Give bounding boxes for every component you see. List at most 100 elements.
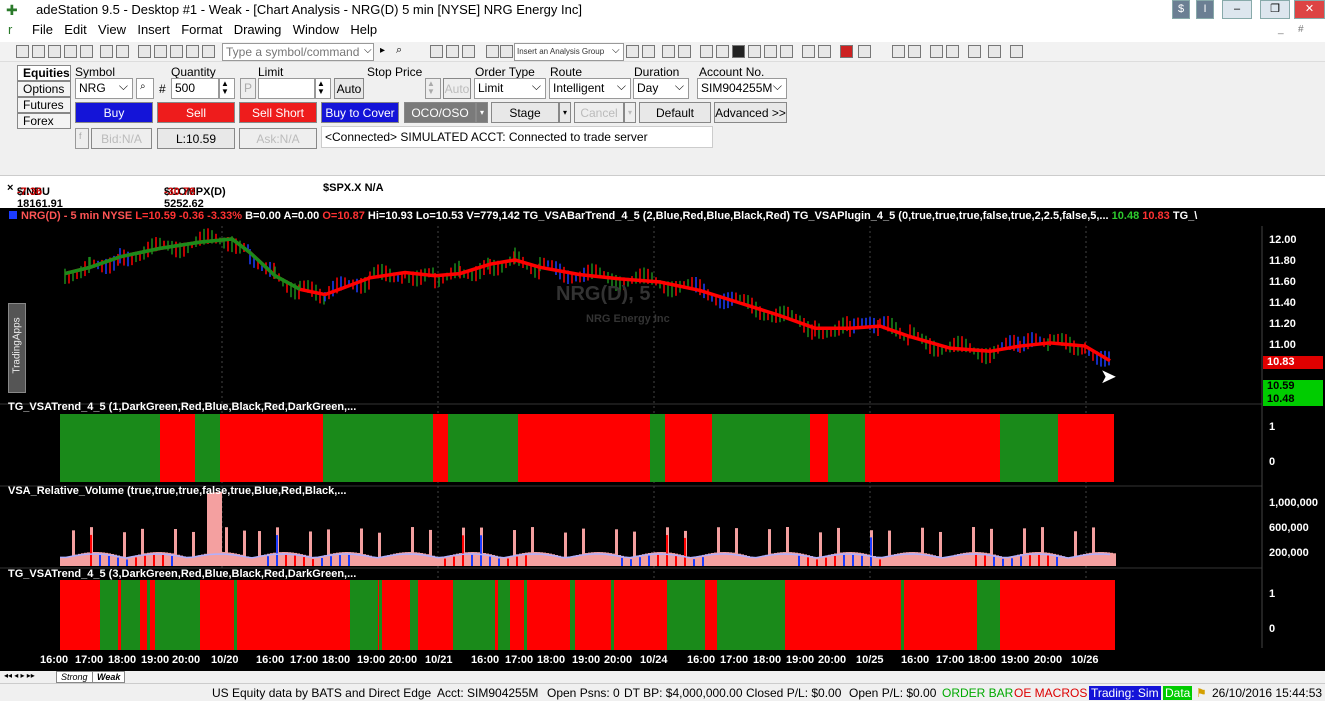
stop-stepper[interactable]: ▲ ▼	[425, 78, 441, 99]
status-oe-macros[interactable]: OE MACROS	[1014, 686, 1088, 700]
window-tile2-icon[interactable]	[446, 45, 459, 58]
info-icon[interactable]: I	[1196, 0, 1214, 19]
stage-button[interactable]: Stage	[491, 102, 559, 123]
account-select[interactable]: SIM904255M	[697, 78, 787, 99]
candle-icon[interactable]	[732, 45, 745, 58]
cancel-dropdown-icon[interactable]: ▾	[624, 102, 636, 123]
oco-oso-button[interactable]: OCO/OSO	[404, 102, 476, 123]
advanced-button[interactable]: Advanced >>	[714, 102, 787, 123]
mdi-minimize-icon[interactable]: _	[1278, 24, 1284, 35]
limit-price-field[interactable]	[258, 78, 315, 99]
tools-icon[interactable]	[968, 45, 981, 58]
tab-forex[interactable]: Forex	[17, 113, 71, 129]
cancel-button[interactable]: Cancel	[574, 102, 624, 123]
color-bar-icon[interactable]	[840, 45, 853, 58]
pointer-icon[interactable]	[930, 45, 943, 58]
save-icon[interactable]	[64, 45, 77, 58]
order-type-select[interactable]: Limit	[474, 78, 546, 99]
sell-short-button[interactable]: Sell Short	[239, 102, 317, 123]
menu-edit[interactable]: Edit	[64, 22, 87, 37]
sheet-tab-strong[interactable]: Strong	[56, 671, 93, 683]
symbol-lookup-icon[interactable]: ⌕	[136, 78, 154, 99]
limit-stepper[interactable]: ▲ ▼	[315, 78, 331, 99]
save-all-icon[interactable]	[80, 45, 93, 58]
order-icon[interactable]	[988, 45, 1001, 58]
limit-auto-button[interactable]: Auto	[334, 78, 364, 99]
sell-button[interactable]: Sell	[157, 102, 235, 123]
new-icon[interactable]	[16, 45, 29, 58]
menu-file[interactable]: File	[32, 22, 53, 37]
open-icon[interactable]	[32, 45, 45, 58]
default-button[interactable]: Default	[639, 102, 711, 123]
bars-icon[interactable]	[716, 45, 729, 58]
matrix-icon[interactable]	[662, 45, 675, 58]
tradingapps-tab[interactable]: TradingApps	[8, 303, 26, 393]
volume-icon[interactable]	[780, 45, 793, 58]
tab-equities[interactable]: Equities	[17, 65, 71, 81]
chart-canvas[interactable]	[0, 208, 1325, 671]
dollar-icon[interactable]: $	[1172, 0, 1190, 19]
zoom-in-x-icon[interactable]	[802, 45, 815, 58]
layout-icon[interactable]	[154, 45, 167, 58]
last-price-button[interactable]: L:10.59	[157, 128, 235, 149]
zoom-out-x-icon[interactable]	[818, 45, 831, 58]
buy-to-cover-button[interactable]: Buy to Cover	[321, 102, 399, 123]
status-data-indicator[interactable]: Data	[1163, 686, 1193, 700]
menu-insert[interactable]: Insert	[137, 22, 170, 37]
drawing-icon[interactable]	[946, 45, 959, 58]
folder-icon[interactable]	[48, 45, 61, 58]
tab-futures[interactable]: Futures	[17, 97, 71, 113]
portfolio-icon[interactable]	[700, 45, 713, 58]
flag-icon[interactable]: f	[75, 128, 89, 149]
radar-icon[interactable]	[642, 45, 655, 58]
sheet-tab-weak[interactable]: Weak	[92, 671, 126, 683]
chart-icon[interactable]	[626, 45, 639, 58]
analysis-dropdown-icon[interactable]: ⌵	[612, 45, 620, 56]
maximize-button[interactable]: ❐	[1260, 0, 1290, 19]
workspace-icon[interactable]	[138, 45, 151, 58]
window-tile3-icon[interactable]	[462, 45, 475, 58]
symbol-command-input[interactable]: Type a symbol/command	[222, 43, 374, 61]
quantity-stepper[interactable]: ▲ ▼	[219, 78, 235, 99]
symbol-dropdown-icon[interactable]: ⌵	[364, 45, 372, 56]
sheet-nav-icon[interactable]: ◂◂ ◂ ▸ ▸▸	[4, 671, 35, 680]
menu-view[interactable]: View	[98, 22, 126, 37]
zoom-in-icon[interactable]	[892, 45, 905, 58]
lookup-icon[interactable]: ⌕	[396, 44, 403, 56]
menu-window[interactable]: Window	[292, 22, 339, 37]
stop-auto-button[interactable]: Auto	[443, 78, 471, 99]
duration-select[interactable]: Day	[633, 78, 689, 99]
bid-button[interactable]: Bid:N/A	[91, 128, 152, 149]
bar-chart-icon[interactable]	[748, 45, 761, 58]
chart-analysis-window[interactable]: NRG(D) - 5 min NYSE L=10.59 -0.36 -3.33%…	[0, 208, 1325, 671]
status-trading-sim[interactable]: Trading: Sim	[1089, 686, 1161, 700]
lock-icon[interactable]	[170, 45, 183, 58]
menu-format[interactable]: Format	[181, 22, 223, 37]
ask-button[interactable]: Ask:N/A	[239, 128, 317, 149]
mdi-restore-icon[interactable]: #	[1298, 24, 1304, 35]
scanner-icon[interactable]	[678, 45, 691, 58]
app-menu-icon[interactable]: r	[8, 22, 13, 37]
analysis-group-input[interactable]: Insert an Analysis Group	[514, 43, 624, 61]
print-icon[interactable]	[100, 45, 113, 58]
minimize-button[interactable]: –	[1222, 0, 1252, 19]
route-select[interactable]: Intelligent	[549, 78, 631, 99]
go-arrow-icon[interactable]: ▸	[380, 45, 386, 56]
print-preview-icon[interactable]	[116, 45, 129, 58]
status-order-bar[interactable]: ORDER BAR	[942, 686, 1014, 700]
limit-p-icon[interactable]: P	[240, 78, 256, 99]
strategy-icon[interactable]	[500, 45, 513, 58]
close-button[interactable]: ✕	[1294, 0, 1325, 19]
zoom-out-icon[interactable]	[908, 45, 921, 58]
options-icon[interactable]	[1010, 45, 1023, 58]
buy-button[interactable]: Buy	[75, 102, 153, 123]
oco-dropdown-icon[interactable]: ▾	[476, 102, 488, 123]
menu-drawing[interactable]: Drawing	[233, 22, 282, 37]
symbol-select[interactable]: NRG	[75, 78, 133, 99]
ticker-close-icon[interactable]: ×	[7, 182, 14, 194]
link-icon[interactable]	[186, 45, 199, 58]
window-tile-icon[interactable]	[430, 45, 443, 58]
stage-dropdown-icon[interactable]: ▾	[559, 102, 571, 123]
line-chart-icon[interactable]	[764, 45, 777, 58]
color-icon[interactable]	[202, 45, 215, 58]
